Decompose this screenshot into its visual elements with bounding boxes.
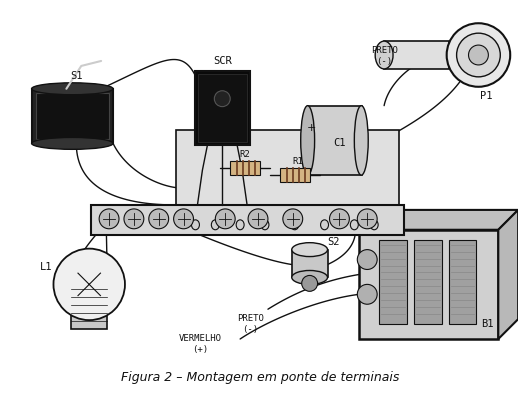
Circle shape (174, 209, 193, 229)
Circle shape (283, 209, 303, 229)
Ellipse shape (236, 220, 244, 230)
Bar (91, 205, 404, 235)
Circle shape (330, 209, 349, 229)
Text: L1: L1 (40, 263, 53, 272)
Text: SCR: SCR (213, 56, 231, 66)
Bar (449, 45, 463, 65)
Bar (449, 240, 476, 324)
Circle shape (149, 209, 168, 229)
Bar (280, 168, 309, 182)
Circle shape (302, 275, 318, 291)
Circle shape (357, 209, 377, 229)
Text: +: + (307, 123, 316, 134)
Ellipse shape (350, 220, 358, 230)
Ellipse shape (191, 220, 200, 230)
Text: R2: R2 (240, 150, 251, 159)
Text: PRETO
(-): PRETO (-) (371, 46, 398, 66)
Bar (384, 41, 449, 69)
Bar (176, 130, 399, 205)
Text: S2: S2 (328, 237, 340, 247)
Bar (35, 93, 109, 140)
Text: P1: P1 (480, 91, 492, 101)
Text: R1: R1 (292, 157, 303, 166)
Ellipse shape (370, 220, 378, 230)
Circle shape (357, 250, 377, 270)
Text: Figura 2 – Montagem em ponte de terminais: Figura 2 – Montagem em ponte de terminai… (121, 371, 399, 384)
Bar (199, 74, 247, 142)
Bar (196, 71, 250, 145)
Ellipse shape (375, 41, 393, 69)
Ellipse shape (32, 138, 113, 149)
Ellipse shape (32, 83, 113, 95)
Ellipse shape (320, 220, 329, 230)
Text: PRETO
(-): PRETO (-) (237, 314, 264, 334)
Circle shape (215, 209, 235, 229)
Text: VERMELHO
(+): VERMELHO (+) (179, 334, 222, 354)
Ellipse shape (354, 106, 368, 175)
Bar (414, 240, 441, 324)
Ellipse shape (211, 220, 219, 230)
Polygon shape (359, 210, 518, 230)
Ellipse shape (291, 220, 298, 230)
Circle shape (248, 209, 268, 229)
Ellipse shape (292, 242, 328, 257)
Bar (359, 230, 498, 339)
Text: C1: C1 (333, 138, 346, 149)
Circle shape (124, 209, 144, 229)
Bar (292, 250, 328, 277)
Circle shape (99, 209, 119, 229)
Ellipse shape (261, 220, 269, 230)
Text: S1: S1 (70, 71, 83, 81)
Text: B1: B1 (481, 319, 493, 329)
Ellipse shape (292, 270, 328, 285)
Circle shape (54, 249, 125, 320)
Circle shape (214, 91, 230, 107)
Bar (71, 285, 107, 329)
Circle shape (357, 285, 377, 304)
Bar (308, 106, 362, 175)
Bar (32, 89, 113, 143)
Circle shape (469, 45, 488, 65)
Polygon shape (498, 210, 518, 339)
Ellipse shape (301, 106, 315, 175)
Bar (230, 161, 260, 175)
Bar (379, 240, 407, 324)
Circle shape (447, 23, 510, 87)
Circle shape (457, 33, 500, 77)
